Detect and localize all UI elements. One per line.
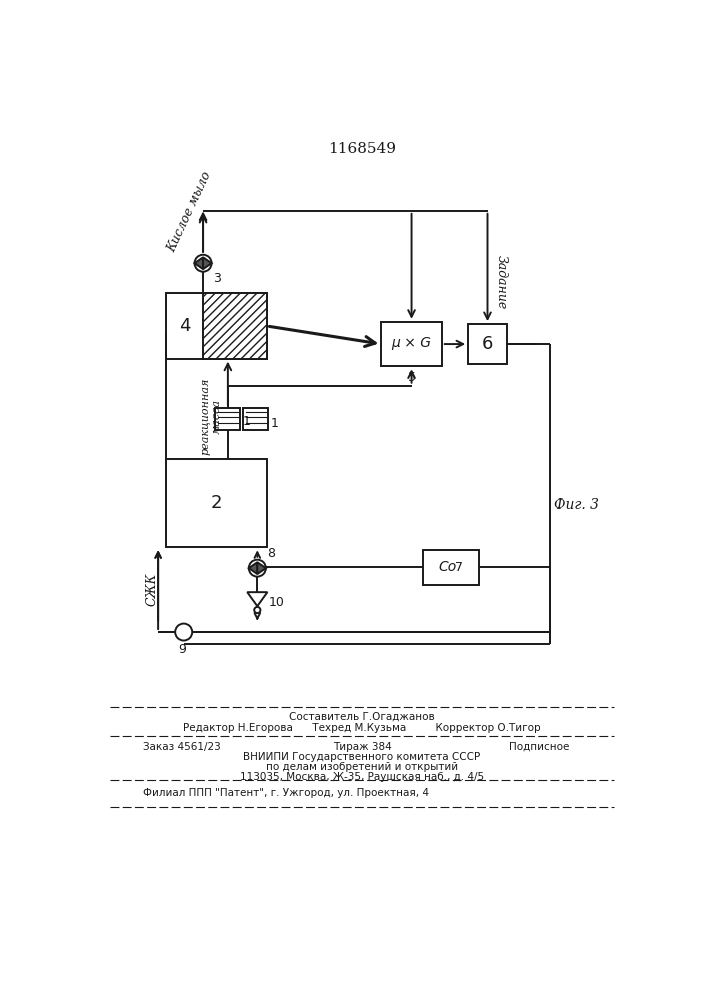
Text: 8: 8 — [267, 547, 276, 560]
Text: ВНИИПИ Государственного комитета СССР: ВНИИПИ Государственного комитета СССР — [243, 752, 481, 762]
Bar — [423, 550, 479, 585]
Text: 4: 4 — [179, 317, 190, 335]
Polygon shape — [247, 592, 267, 606]
Polygon shape — [194, 257, 203, 269]
Text: 1: 1 — [271, 417, 279, 430]
Polygon shape — [203, 257, 211, 269]
Text: Редактор Н.Егорова      Техред М.Кузьма         Корректор О.Тигор: Редактор Н.Егорова Техред М.Кузьма Корре… — [183, 723, 541, 733]
Text: 7: 7 — [455, 561, 463, 574]
Text: Кислое мыло: Кислое мыло — [165, 170, 214, 255]
Text: 9: 9 — [178, 643, 186, 656]
Bar — [203, 293, 267, 359]
Text: Подписное: Подписное — [508, 742, 569, 752]
Circle shape — [255, 607, 260, 613]
Text: 2: 2 — [211, 494, 222, 512]
Text: 3: 3 — [213, 272, 221, 285]
Circle shape — [249, 560, 266, 577]
Text: реакционная
масса: реакционная масса — [200, 378, 221, 455]
Text: 1168549: 1168549 — [328, 142, 396, 156]
Text: Тираж 384: Тираж 384 — [332, 742, 392, 752]
Text: Co: Co — [438, 560, 456, 574]
Text: μ × G: μ × G — [392, 336, 431, 350]
Text: 1: 1 — [243, 415, 250, 428]
Text: 10: 10 — [269, 596, 285, 609]
Circle shape — [175, 624, 192, 641]
Text: по делам изобретений и открытий: по делам изобретений и открытий — [266, 762, 458, 772]
Text: Составитель Г.Огаджанов: Составитель Г.Огаджанов — [289, 712, 435, 722]
Bar — [216, 408, 240, 430]
Text: Филиал ППП "Патент", г. Ужгород, ул. Проектная, 4: Филиал ППП "Патент", г. Ужгород, ул. Про… — [143, 788, 428, 798]
Text: Задание: Задание — [495, 255, 508, 309]
Text: 6: 6 — [481, 335, 493, 353]
Polygon shape — [257, 562, 266, 574]
Bar — [381, 322, 442, 366]
Text: Заказ 4561/23: Заказ 4561/23 — [143, 742, 221, 752]
Polygon shape — [249, 562, 257, 574]
Bar — [166, 459, 267, 547]
Text: СЖК: СЖК — [146, 573, 158, 606]
Bar — [468, 324, 507, 364]
Text: 5: 5 — [407, 371, 416, 384]
Bar — [166, 293, 267, 359]
Text: Фиг. 3: Фиг. 3 — [554, 498, 599, 512]
Circle shape — [194, 255, 211, 272]
Text: 113035, Москва, Ж-35, Раушская наб., д. 4/5: 113035, Москва, Ж-35, Раушская наб., д. … — [240, 772, 484, 782]
Bar — [243, 408, 268, 430]
